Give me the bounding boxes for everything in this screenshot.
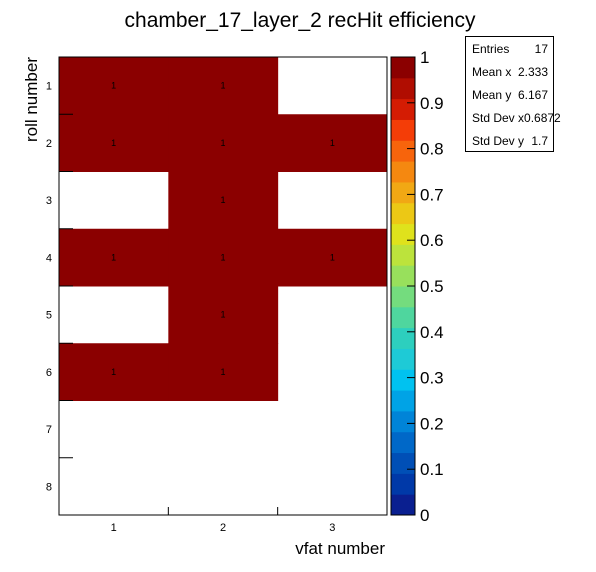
heatmap-cell	[277, 228, 388, 287]
chart-title: chamber_17_layer_2 recHit efficiency	[125, 9, 476, 32]
y-axis-label: roll number	[22, 57, 41, 142]
color-scale-segment	[391, 348, 415, 370]
color-scale-segment	[391, 369, 415, 391]
color-scale-segment	[391, 390, 415, 412]
stats-row: Entries 17	[466, 37, 553, 60]
cell-value-label: 1	[111, 81, 116, 91]
x-tick-label: 2	[220, 522, 226, 534]
color-scale-segment	[391, 57, 415, 79]
heatmap-cell	[59, 57, 169, 115]
color-scale-tick-label: 0	[420, 506, 429, 525]
heatmap-cell	[168, 286, 279, 344]
color-scale-segment	[391, 306, 415, 329]
stats-value: 6.167	[517, 87, 548, 102]
color-scale-segment	[391, 181, 415, 204]
heatmap-cell	[59, 228, 169, 287]
cell-value-label: 1	[220, 310, 225, 320]
color-scale-segment	[391, 223, 415, 245]
color-scale-segment	[391, 431, 415, 454]
color-scale-tick-label: 0.4	[420, 323, 444, 342]
stats-row: Mean x 2.333	[466, 60, 553, 83]
color-scale-segment	[391, 140, 415, 162]
cell-value-label: 1	[220, 138, 225, 148]
y-axis: 1 2 3 4 5 6 7 8	[46, 56, 73, 516]
stats-value: 1.7	[531, 134, 548, 149]
color-scale-segment	[391, 161, 415, 183]
x-tick-label: 3	[329, 522, 335, 534]
y-tick-label: 3	[46, 195, 52, 207]
stats-value: 17	[534, 41, 548, 56]
heatmap-cell	[277, 114, 388, 172]
cell-value-label: 1	[111, 138, 116, 148]
x-tick-label: 1	[111, 522, 117, 534]
cell-value-label: 1	[220, 367, 225, 377]
color-scale-segment	[391, 98, 415, 120]
color-scale-segment	[391, 119, 415, 141]
color-scale-tick-label: 0.6	[420, 231, 444, 250]
color-scale-tick-label: 0.8	[420, 140, 444, 159]
heatmap-cell	[59, 343, 169, 401]
x-axis: 1 2 3	[58, 507, 388, 534]
color-scale-segment	[391, 410, 415, 433]
cell-value-label: 1	[330, 138, 335, 148]
color-scale-tick-label: 0.3	[420, 369, 444, 388]
stats-row: Mean y 6.167	[466, 83, 553, 106]
heatmap-cell	[168, 228, 279, 287]
heatmap-cell	[168, 171, 279, 230]
color-scale-segment	[391, 452, 415, 474]
color-scale-segment	[391, 494, 415, 516]
color-scale-segment	[391, 473, 415, 495]
stats-label: Std Dev x	[472, 111, 525, 126]
stats-label: Mean y	[472, 87, 512, 102]
cell-value-label: 1	[330, 252, 335, 262]
y-tick-label: 6	[46, 367, 52, 379]
y-tick-label: 8	[46, 481, 52, 493]
color-scale-segment	[391, 202, 415, 225]
color-scale-tick-label: 0.1	[420, 460, 444, 479]
cell-value-label: 1	[111, 252, 116, 262]
color-scale-segment	[391, 77, 415, 100]
y-tick-label: 1	[46, 81, 52, 93]
color-scale-tick-label: 0.9	[420, 94, 444, 113]
stats-row: Std Dev y 1.7	[466, 130, 553, 153]
stats-row: Std Dev x 0.6872	[466, 107, 561, 130]
color-scale-tick-label: 0.7	[420, 185, 444, 204]
y-tick-label: 4	[46, 252, 52, 264]
cell-value-label: 1	[220, 195, 225, 205]
color-scale-segment	[391, 286, 415, 308]
color-scale-tick-label: 0.2	[420, 414, 444, 433]
heatmap-cell	[59, 114, 169, 172]
color-scale-segment	[391, 265, 415, 287]
heatmap-cell	[168, 57, 279, 115]
heatmap-cell	[168, 343, 279, 401]
stats-label: Mean x	[472, 64, 512, 79]
color-scale-bar: 0 0.1 0.2 0.3 0.4 0.5 0.6 0.7 0.8 0.9 1	[390, 48, 444, 525]
y-tick-label: 5	[46, 310, 52, 322]
stats-label: Std Dev y	[472, 134, 525, 149]
stats-box: Entries 17 Mean x 2.333 Mean y 6.167 Std…	[465, 36, 561, 153]
stats-value: 2.333	[517, 64, 548, 79]
y-tick-label: 7	[46, 424, 52, 436]
heatmap-cell	[168, 114, 279, 172]
stats-label: Entries	[472, 41, 510, 56]
stats-value: 0.6872	[524, 111, 561, 126]
color-scale-tick-label: 0.5	[420, 277, 444, 296]
heatmap-cells: 1 1 1 1 1 1 1 1 1 1 1 1	[59, 57, 388, 401]
cell-value-label: 1	[111, 367, 116, 377]
color-scale-segment	[391, 244, 415, 266]
color-scale-segment	[391, 327, 415, 349]
y-tick-label: 2	[46, 138, 52, 150]
x-axis-label: vfat number	[295, 539, 385, 558]
cell-value-label: 1	[220, 252, 225, 262]
color-scale-tick-label: 1	[420, 48, 429, 67]
cell-value-label: 1	[220, 81, 225, 91]
